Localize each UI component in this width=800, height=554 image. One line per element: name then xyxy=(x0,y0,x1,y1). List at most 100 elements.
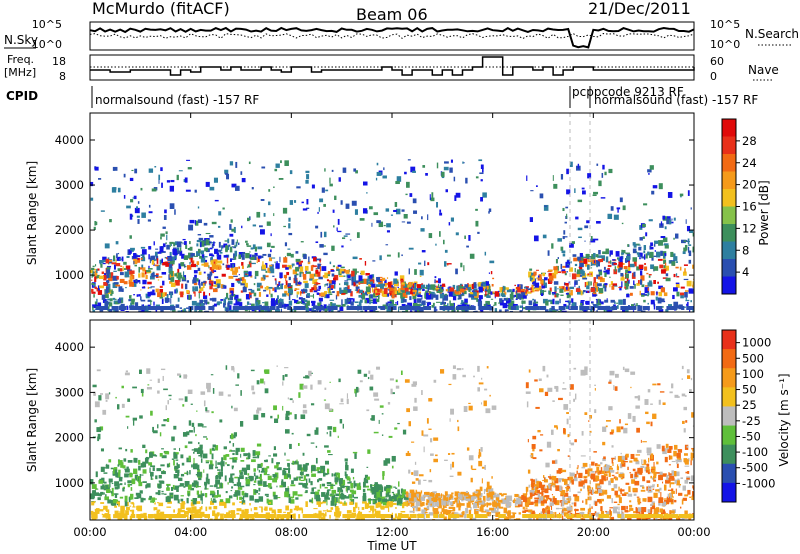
echo-cell xyxy=(587,468,593,472)
echo-cell xyxy=(646,421,650,425)
echo-cell xyxy=(653,304,656,310)
echo-cell xyxy=(395,487,398,489)
echo-cell xyxy=(234,309,239,312)
echo-cell xyxy=(648,219,653,222)
echo-cell xyxy=(478,460,483,467)
echo-cell xyxy=(237,487,243,490)
echo-cell xyxy=(209,247,213,250)
echo-cell xyxy=(421,216,423,220)
echo-cell xyxy=(174,209,176,215)
colorbar-swatch xyxy=(722,259,736,277)
echo-cell xyxy=(161,448,164,450)
echo-cell xyxy=(150,410,153,416)
echo-cell xyxy=(160,236,162,240)
echo-cell xyxy=(246,243,249,246)
echo-cell xyxy=(511,306,517,310)
cpid-segment-2: pcppcode 9213 RF xyxy=(572,85,684,99)
echo-cell xyxy=(413,210,418,214)
echo-cell xyxy=(230,258,236,260)
echo-cell xyxy=(324,291,327,295)
echo-cell xyxy=(271,257,276,259)
echo-cell xyxy=(205,410,210,413)
echo-cell xyxy=(158,174,161,180)
echo-cell xyxy=(393,278,398,284)
echo-cell xyxy=(603,266,606,270)
echo-cell xyxy=(434,279,436,284)
echo-cell xyxy=(444,459,448,462)
echo-cell xyxy=(228,305,232,311)
echo-cell xyxy=(611,488,615,491)
echo-cell xyxy=(686,303,688,306)
echo-cell xyxy=(95,221,98,226)
echo-cell xyxy=(110,272,114,279)
beam-title: Beam 06 xyxy=(356,5,428,24)
echo-cell xyxy=(622,473,625,479)
echo-cell xyxy=(478,382,484,385)
echo-cell xyxy=(481,281,487,285)
echo-cell xyxy=(254,498,259,502)
echo-cell xyxy=(593,252,596,258)
echo-cell xyxy=(629,500,632,503)
echo-cell xyxy=(93,501,96,504)
echo-cell xyxy=(375,292,381,295)
echo-cell xyxy=(651,190,655,195)
echo-cell xyxy=(379,491,383,493)
echo-cell xyxy=(375,490,377,494)
echo-cell xyxy=(622,309,627,312)
echo-cell xyxy=(564,287,566,292)
echo-cell xyxy=(219,251,223,254)
echo-cell xyxy=(118,460,123,466)
echo-cell xyxy=(151,188,157,192)
echo-cell xyxy=(182,238,186,241)
echo-cell xyxy=(457,426,460,432)
echo-cell xyxy=(468,402,471,405)
echo-cell xyxy=(275,298,278,304)
echo-cell xyxy=(135,278,138,283)
echo-cell xyxy=(682,497,687,501)
echo-cell xyxy=(525,391,531,394)
echo-cell xyxy=(407,516,412,520)
echo-cell xyxy=(519,298,522,300)
echo-cell xyxy=(245,273,247,275)
echo-cell xyxy=(132,197,135,199)
echo-cell xyxy=(611,457,616,460)
echo-cell xyxy=(207,478,210,485)
echo-cell xyxy=(625,269,630,274)
echo-cell xyxy=(102,514,107,517)
echo-cell xyxy=(114,493,118,498)
echo-cell xyxy=(150,291,153,296)
echo-cell xyxy=(391,292,395,299)
echo-cell xyxy=(557,448,560,452)
echo-cell xyxy=(296,476,299,479)
echo-cell xyxy=(553,266,558,271)
echo-cell xyxy=(136,206,138,209)
echo-cell xyxy=(264,301,269,306)
echo-cell xyxy=(141,212,146,218)
echo-cell xyxy=(295,497,299,500)
echo-cell xyxy=(439,209,442,213)
echo-cell xyxy=(265,270,268,273)
echo-cell xyxy=(113,309,116,312)
echo-cell xyxy=(684,479,689,484)
echo-cell xyxy=(256,288,261,291)
echo-cell xyxy=(131,501,134,505)
echo-cell xyxy=(548,483,552,489)
echo-cell xyxy=(574,495,580,502)
echo-cell xyxy=(152,467,155,471)
echo-cell xyxy=(499,298,503,303)
echo-cell xyxy=(650,299,655,305)
echo-cell xyxy=(208,293,211,296)
echo-cell xyxy=(115,284,121,287)
echo-cell xyxy=(590,255,593,260)
echo-cell xyxy=(203,262,209,267)
echo-cell xyxy=(217,284,220,289)
echo-cell xyxy=(199,287,204,291)
echo-cell xyxy=(223,255,229,258)
echo-cell xyxy=(661,251,667,256)
echo-cell xyxy=(675,282,680,285)
echo-cell xyxy=(165,261,171,267)
echo-cell xyxy=(444,306,449,310)
echo-cell xyxy=(600,462,603,465)
echo-cell xyxy=(404,287,409,293)
echo-cell xyxy=(396,495,401,500)
